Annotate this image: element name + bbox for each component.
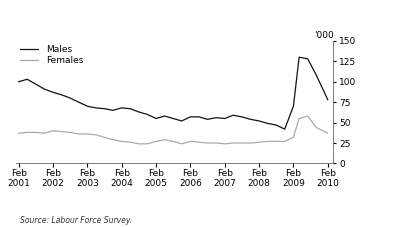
Females xyxy=(154,140,158,143)
Males xyxy=(137,111,141,113)
Females xyxy=(51,129,56,132)
Females xyxy=(128,141,133,143)
Males xyxy=(111,109,116,112)
Females xyxy=(205,142,210,144)
Males xyxy=(188,116,193,118)
Males xyxy=(205,118,210,121)
Legend: Males, Females: Males, Females xyxy=(20,45,83,65)
Males xyxy=(326,98,330,101)
Line: Females: Females xyxy=(19,116,328,144)
Males xyxy=(33,83,38,86)
Males xyxy=(68,97,73,99)
Females xyxy=(248,142,253,144)
Males xyxy=(257,120,262,122)
Males xyxy=(282,128,287,131)
Females xyxy=(214,142,218,144)
Females xyxy=(25,131,30,134)
Males xyxy=(179,120,184,122)
Males xyxy=(314,74,319,76)
Males xyxy=(51,91,56,94)
Females xyxy=(94,133,98,136)
Males xyxy=(119,106,124,109)
Females xyxy=(282,140,287,143)
Males xyxy=(16,80,21,83)
Females xyxy=(179,143,184,145)
Females xyxy=(265,140,270,143)
Females xyxy=(102,136,107,139)
Females xyxy=(119,140,124,143)
Males xyxy=(76,101,81,104)
Males xyxy=(25,78,30,81)
Females xyxy=(33,131,38,134)
Females xyxy=(257,141,262,143)
Females xyxy=(314,126,319,129)
Males xyxy=(94,106,98,109)
Males xyxy=(214,116,218,119)
Males xyxy=(59,94,64,96)
Males xyxy=(305,57,310,60)
Females xyxy=(305,115,310,117)
Females xyxy=(59,130,64,133)
Males xyxy=(222,117,227,120)
Males xyxy=(102,107,107,110)
Line: Males: Males xyxy=(19,57,328,129)
Males xyxy=(291,105,296,108)
Females xyxy=(188,140,193,143)
Females xyxy=(76,133,81,135)
Males xyxy=(239,116,244,118)
Text: '000: '000 xyxy=(314,31,333,40)
Males xyxy=(42,88,47,90)
Females xyxy=(85,133,90,135)
Females xyxy=(171,140,175,143)
Females xyxy=(197,141,201,143)
Males xyxy=(265,122,270,125)
Females xyxy=(42,132,47,135)
Males xyxy=(154,117,158,120)
Females xyxy=(145,143,150,145)
Males xyxy=(197,116,201,118)
Males xyxy=(297,56,302,59)
Females xyxy=(326,132,330,135)
Females xyxy=(68,131,73,134)
Males xyxy=(162,115,167,117)
Males xyxy=(248,118,253,121)
Females xyxy=(239,142,244,144)
Females xyxy=(222,143,227,145)
Males xyxy=(145,113,150,116)
Females xyxy=(16,132,21,135)
Females xyxy=(111,138,116,141)
Males xyxy=(128,107,133,110)
Males xyxy=(231,114,235,117)
Females xyxy=(274,140,279,143)
Females xyxy=(162,138,167,141)
Females xyxy=(231,142,235,144)
Text: Source: Labour Force Survey.: Source: Labour Force Survey. xyxy=(20,216,132,225)
Males xyxy=(85,105,90,108)
Females xyxy=(137,143,141,145)
Females xyxy=(297,117,302,120)
Females xyxy=(291,136,296,139)
Males xyxy=(171,117,175,120)
Males xyxy=(274,124,279,126)
